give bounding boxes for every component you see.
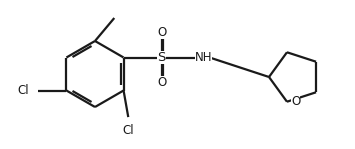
- Text: Cl: Cl: [18, 84, 29, 97]
- Text: O: O: [158, 25, 167, 38]
- Text: Cl: Cl: [122, 124, 134, 137]
- Text: S: S: [157, 51, 166, 64]
- Text: NH: NH: [195, 51, 212, 64]
- Text: O: O: [291, 95, 300, 108]
- Text: O: O: [158, 76, 167, 90]
